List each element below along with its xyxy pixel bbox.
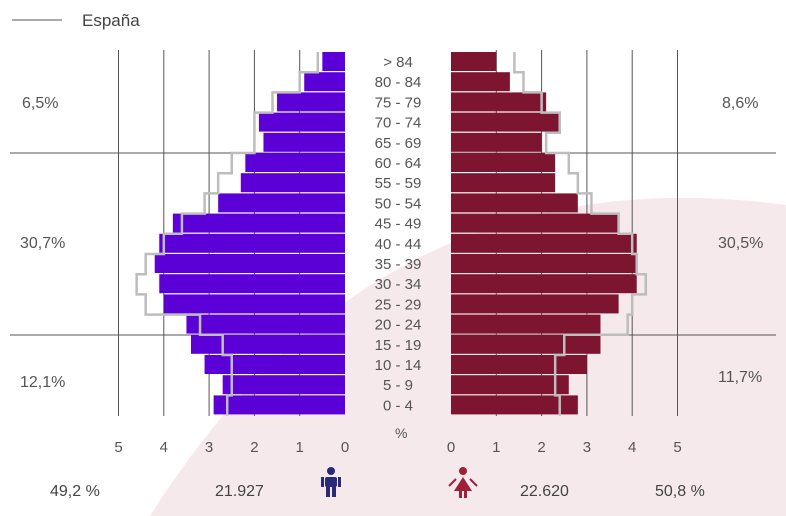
age-label-15: 10 - 14 — [375, 357, 422, 374]
female-pct-old: 8,6% — [722, 95, 758, 112]
age-label-8: 45 - 49 — [375, 216, 422, 233]
axis-unit: % — [395, 425, 407, 441]
female-bar-6 — [451, 173, 556, 193]
female-bar-2 — [451, 92, 547, 112]
female-tick-3: 3 — [583, 439, 591, 456]
male-bar-14 — [190, 334, 345, 354]
male-tick-0: 0 — [341, 439, 349, 456]
age-label-3: 70 - 74 — [375, 115, 422, 132]
male-bar-10 — [154, 254, 345, 273]
female-tick-2: 2 — [537, 439, 545, 456]
female-pct-young: 11,7% — [718, 369, 762, 386]
age-label-10: 35 - 39 — [375, 256, 422, 273]
age-label-4: 65 - 69 — [375, 135, 422, 152]
female-bar-14 — [451, 334, 601, 354]
age-label-13: 20 - 24 — [375, 317, 422, 334]
female-bar-16 — [451, 375, 569, 395]
male-bar-8 — [172, 213, 345, 233]
age-label-11: 30 - 34 — [375, 276, 422, 293]
male-bar-11 — [159, 274, 345, 294]
male-bar-4 — [263, 132, 345, 152]
male-tick-1: 1 — [296, 439, 304, 456]
female-bar-0 — [451, 52, 497, 71]
age-label-12: 25 - 29 — [375, 296, 422, 313]
female-bar-10 — [451, 254, 637, 273]
male-bar-16 — [222, 375, 345, 395]
age-label-2: 75 - 79 — [375, 94, 422, 111]
age-label-14: 15 - 19 — [375, 337, 422, 354]
male-pct-old: 6,5% — [22, 95, 58, 112]
male-bar-5 — [245, 153, 345, 172]
age-label-6: 55 - 59 — [375, 175, 422, 192]
female-bar-8 — [451, 213, 619, 233]
male-bar-2 — [277, 92, 345, 112]
female-bar-13 — [451, 314, 601, 334]
female-tick-0: 0 — [447, 439, 455, 456]
male-bar-3 — [258, 112, 345, 132]
female-bar-17 — [451, 395, 578, 415]
male-bar-17 — [213, 395, 345, 415]
female-bar-12 — [451, 294, 619, 314]
female-bar-7 — [451, 193, 578, 213]
female-icon — [448, 467, 478, 498]
male-tick-2: 2 — [250, 439, 258, 456]
legend-label: España — [82, 11, 140, 30]
female-tick-5: 5 — [673, 439, 681, 456]
male-bar-6 — [240, 173, 345, 193]
female-total-pct: 50,8 % — [655, 483, 705, 500]
female-tick-1: 1 — [492, 439, 500, 456]
female-bar-1 — [451, 72, 510, 92]
female-bar-4 — [451, 132, 542, 152]
age-label-0: > 84 — [383, 54, 413, 71]
male-bar-15 — [204, 355, 345, 374]
male-bars — [154, 52, 345, 415]
male-pct-middle: 30,7% — [20, 235, 65, 252]
age-label-7: 50 - 54 — [375, 195, 422, 212]
age-label-1: 80 - 84 — [375, 74, 422, 91]
female-bars — [451, 52, 637, 415]
male-bar-13 — [186, 314, 345, 334]
male-tick-4: 4 — [160, 439, 168, 456]
male-bar-1 — [304, 72, 345, 92]
age-label-16: 5 - 9 — [383, 377, 413, 394]
male-total-pct: 49,2 % — [50, 483, 100, 500]
female-total-count: 22.620 — [520, 483, 569, 500]
female-bar-11 — [451, 274, 637, 294]
male-bar-9 — [159, 233, 345, 253]
male-tick-3: 3 — [205, 439, 213, 456]
spain-outline-female — [513, 52, 648, 416]
male-bar-7 — [218, 193, 345, 213]
male-bar-0 — [322, 52, 345, 71]
female-pct-middle: 30,5% — [718, 235, 763, 252]
male-total-count: 21.927 — [215, 483, 264, 500]
male-icon — [321, 467, 341, 497]
male-tick-5: 5 — [114, 439, 122, 456]
female-bar-9 — [451, 233, 637, 253]
age-label-5: 60 - 64 — [375, 155, 422, 172]
age-label-17: 0 - 4 — [383, 397, 413, 414]
age-label-9: 40 - 44 — [375, 236, 422, 253]
female-bar-15 — [451, 355, 587, 374]
male-pct-young: 12,1% — [20, 374, 65, 391]
male-bar-12 — [163, 294, 345, 314]
female-bar-5 — [451, 153, 556, 172]
female-bar-3 — [451, 112, 560, 132]
spain-outline-male — [135, 52, 320, 416]
female-tick-4: 4 — [628, 439, 636, 456]
x-axis-ticks: 5 4 3 2 1 0 0 1 2 3 4 5 — [114, 439, 681, 456]
age-labels: > 84 80 - 84 75 - 79 70 - 74 65 - 69 60 - 64 5… — [375, 54, 422, 414]
